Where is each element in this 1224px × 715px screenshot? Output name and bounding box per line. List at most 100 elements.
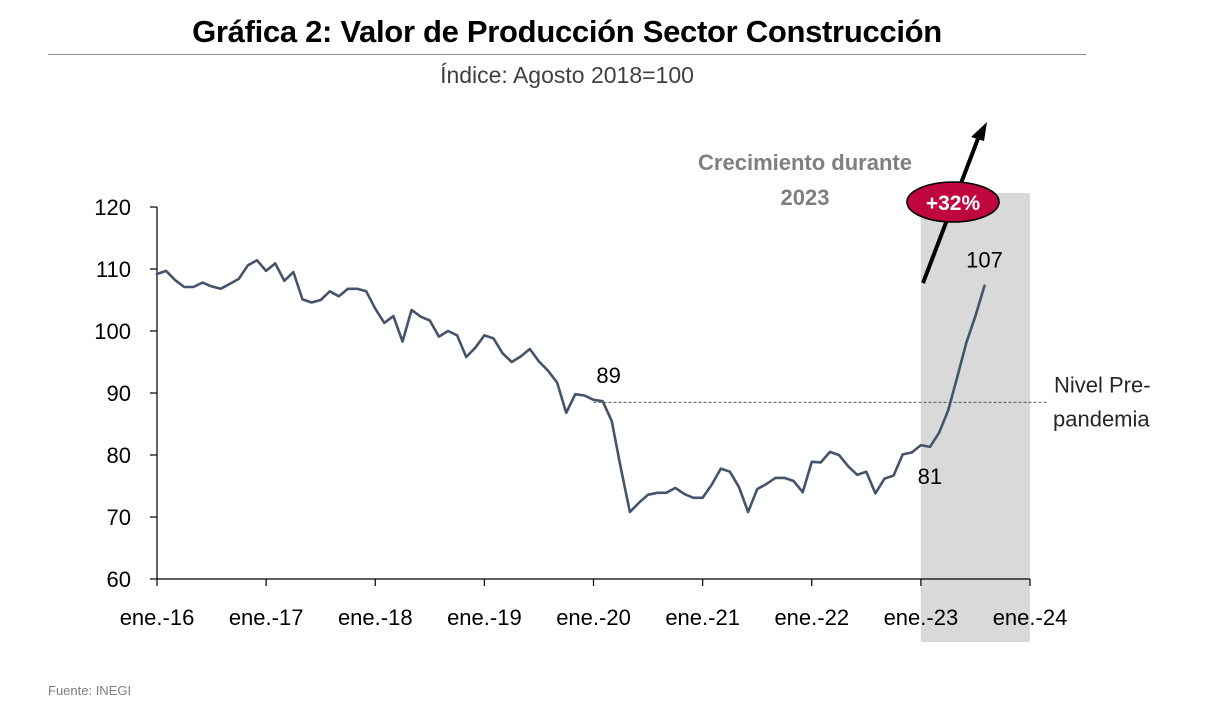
highlight-2023-band xyxy=(920,193,1030,642)
series-point xyxy=(492,337,495,340)
series-point xyxy=(401,340,404,343)
series-point xyxy=(301,298,304,301)
series-point xyxy=(929,446,931,448)
series-point xyxy=(338,295,340,298)
series-point xyxy=(583,394,586,397)
reference-label-line-2: pandemia xyxy=(1053,406,1150,431)
series-point xyxy=(910,451,913,454)
series-point xyxy=(938,431,940,434)
series-point xyxy=(347,288,349,290)
y-tick-label: 70 xyxy=(107,505,131,530)
series-point xyxy=(738,486,740,489)
series-point xyxy=(965,341,968,344)
series-point xyxy=(619,467,622,469)
series-point xyxy=(529,348,531,350)
series-point xyxy=(210,285,213,288)
series-point xyxy=(592,399,595,401)
data-label: 81 xyxy=(918,464,942,489)
data-labels: 89 81 107 xyxy=(596,248,1003,489)
series-point xyxy=(783,477,786,479)
x-tick-label: ene.-18 xyxy=(338,605,413,630)
x-tick-label: ene.-20 xyxy=(556,605,631,630)
series-point xyxy=(629,511,631,513)
reference-label-line-1: Nivel Pre- xyxy=(1054,372,1151,397)
series-point xyxy=(774,477,777,479)
series-point xyxy=(383,322,386,324)
series-point xyxy=(765,483,768,485)
growth-label-line-1: Crecimiento durante xyxy=(698,150,912,175)
series-point xyxy=(601,400,604,402)
series-point xyxy=(410,309,413,311)
series-point xyxy=(865,470,868,473)
x-axis: ene.-16 ene.-17 ene.-18 ene.-19 ene.-20 ene.-… xyxy=(120,578,1068,630)
series-point xyxy=(483,334,486,337)
series-point xyxy=(556,381,558,384)
x-tick-label: ene.-19 xyxy=(447,605,522,630)
series-point xyxy=(165,270,167,272)
series-point xyxy=(756,488,758,490)
series-point xyxy=(847,465,849,467)
series-point xyxy=(265,270,267,272)
series-point xyxy=(310,301,313,304)
series-point xyxy=(538,360,540,363)
series-point xyxy=(374,307,377,310)
series-point xyxy=(956,376,959,378)
series-point xyxy=(228,283,231,285)
series-point xyxy=(174,279,176,281)
series-point xyxy=(392,315,395,317)
series-point xyxy=(201,281,204,284)
title-divider xyxy=(48,54,1086,55)
x-tick-label: ene.-23 xyxy=(884,605,959,630)
source-note: Fuente: INEGI xyxy=(48,683,132,698)
series-points xyxy=(156,259,986,513)
series-point xyxy=(429,319,431,322)
x-tick-label: ene.-21 xyxy=(665,605,740,630)
series-point xyxy=(856,474,859,476)
series-point xyxy=(720,467,722,470)
y-tick-label: 120 xyxy=(94,195,131,220)
series-point xyxy=(610,420,613,422)
series-point xyxy=(920,444,922,446)
series-point xyxy=(874,492,877,495)
series-point xyxy=(656,492,658,494)
x-tick-label: ene.-24 xyxy=(993,605,1068,630)
y-tick-label: 80 xyxy=(107,443,131,468)
series-point xyxy=(319,299,322,301)
series-point xyxy=(328,290,331,293)
y-tick-label: 60 xyxy=(107,567,131,592)
series-point xyxy=(183,286,186,288)
chart-subtitle: Índice: Agosto 2018=100 xyxy=(440,62,694,88)
data-label: 89 xyxy=(596,363,620,388)
series-point xyxy=(974,315,977,317)
series-point xyxy=(820,461,822,464)
series-point xyxy=(729,470,731,473)
series-point xyxy=(747,511,749,513)
series-point xyxy=(283,279,286,282)
series-point xyxy=(683,493,686,495)
series-point xyxy=(801,491,804,494)
x-tick-label: ene.-17 xyxy=(229,605,304,630)
growth-badge xyxy=(906,181,1000,223)
series-point xyxy=(674,487,677,489)
series-point xyxy=(292,271,295,273)
series-point xyxy=(465,356,467,358)
series-point xyxy=(901,453,904,456)
series-point xyxy=(356,288,358,290)
series-point xyxy=(838,454,840,456)
series-point xyxy=(692,496,695,499)
series-point xyxy=(565,412,568,414)
series-point xyxy=(192,286,195,288)
y-axis: 60 70 80 90 100 110 120 xyxy=(94,195,158,592)
growth-arrowhead-icon xyxy=(971,122,987,141)
x-tick-label: ene.-22 xyxy=(774,605,849,630)
series-point xyxy=(501,352,504,355)
series-point xyxy=(883,477,886,480)
growth-badge-value: +32% xyxy=(926,192,981,215)
series-point xyxy=(574,393,577,396)
series-point xyxy=(829,451,831,453)
series-point xyxy=(892,474,895,477)
chart-title: Gráfica 2: Valor de Producción Sector Co… xyxy=(192,14,942,49)
series-point xyxy=(365,290,367,293)
series-point xyxy=(247,264,249,267)
